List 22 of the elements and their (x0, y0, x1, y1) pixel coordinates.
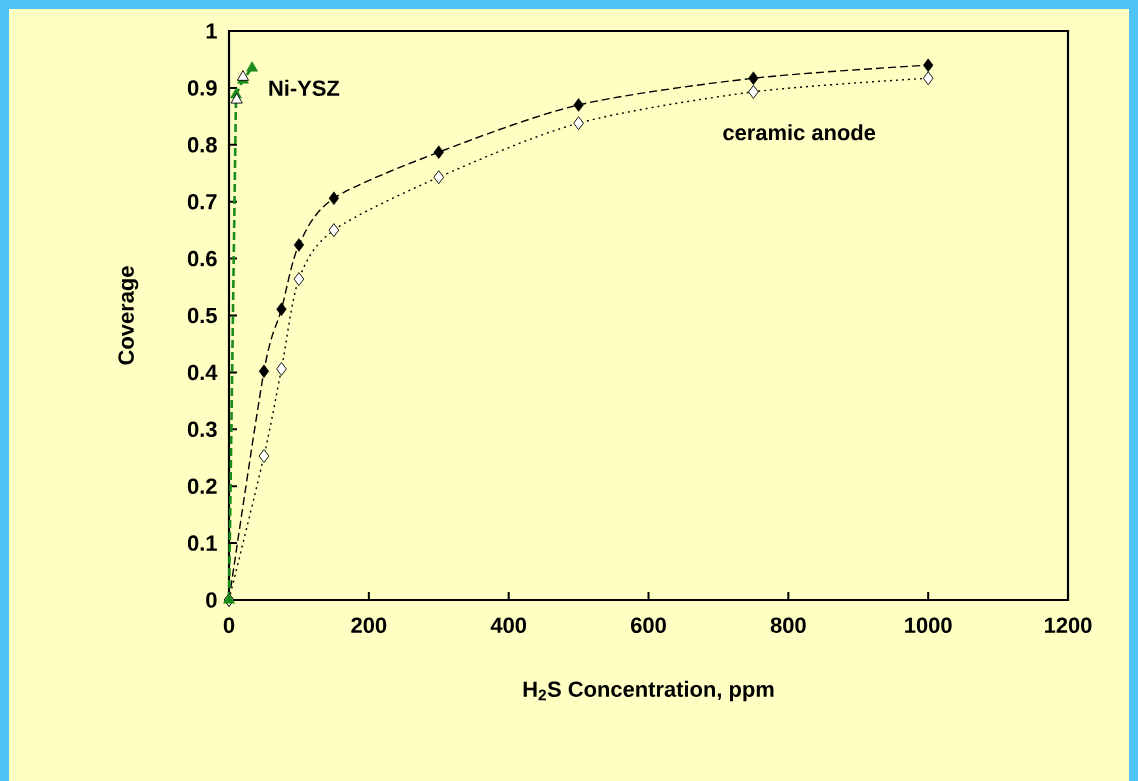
y-tick-label: 0.6 (187, 250, 217, 267)
x-tick-label: 800 (770, 617, 806, 634)
y-tick-label: 0.5 (187, 307, 217, 324)
x-tick-label: 0 (223, 617, 235, 634)
y-tick-label: 0.8 (187, 137, 217, 153)
x-tick-label: 600 (631, 617, 666, 634)
y-tick-label: 0.3 (187, 421, 217, 438)
y-tick-label: 0.9 (187, 80, 217, 96)
y-tick-label: 1 (206, 23, 217, 39)
x-tick-label: 1200 (1045, 617, 1092, 634)
x-tick-label: 1000 (905, 617, 952, 634)
x-axis-title: H$_{2}$S Concentration, ppm (523, 680, 774, 702)
annotation: Ni-YSZ (269, 79, 340, 96)
x-tick-label: 400 (490, 617, 527, 634)
y-tick-label: 0.4 (187, 364, 218, 381)
y-tick-label: 0.2 (187, 478, 217, 494)
y-tick-label: 0.1 (187, 535, 217, 551)
y-axis-title: Coverage (118, 266, 139, 365)
y-tick-label: 0.7 (187, 193, 217, 210)
annotation: ceramic anode (723, 124, 876, 141)
y-tick-label: 0 (206, 592, 217, 608)
x-tick-label: 200 (351, 617, 387, 634)
